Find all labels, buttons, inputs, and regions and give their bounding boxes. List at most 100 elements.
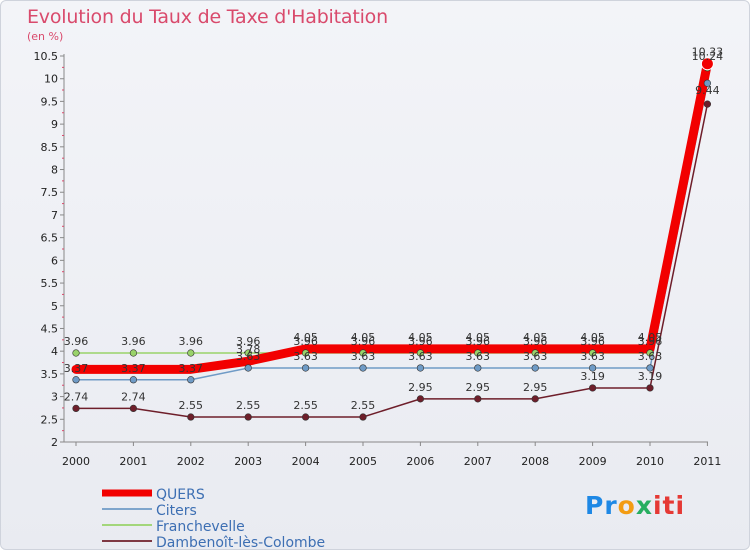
data-label: 9.44 [695,84,720,97]
y-tick-label: 4.5 [41,322,59,335]
data-point [703,79,712,87]
data-label: 3.37 [121,362,146,375]
legend-label: Franchevelle [156,519,245,535]
data-point [474,349,482,357]
legend-label: Dambenoît-lès-Colombe [156,535,325,549]
data-point [588,384,597,392]
data-label: 4.05 [351,331,376,344]
data-label: 3.96 [580,335,605,348]
y-tick-label: 3.5 [41,368,59,381]
data-point [416,395,425,403]
data-point [646,384,654,392]
data-label: 3.37 [179,362,204,375]
data-point [244,349,252,357]
data-point [187,413,195,421]
y-tick-label: 2 [51,436,58,449]
data-point [72,404,80,412]
legend-label: QUERS [156,487,205,503]
data-label: 3.96 [121,335,146,348]
data-label: 3.78 [236,343,261,356]
data-label: 3.63 [466,350,491,363]
data-label: 3.63 [408,350,433,363]
data-point [72,349,80,357]
data-label: 3.96 [523,335,548,348]
data-point [359,364,367,372]
chart-unit: (en %) [27,30,64,43]
data-point [416,349,425,357]
data-point [187,376,195,384]
data-point [359,413,367,421]
y-tick-label: 5.5 [41,277,59,290]
data-point [129,376,137,384]
data-label: 4.05 [580,331,605,344]
data-point-quers [700,57,714,71]
legend-label: Citers [156,503,197,519]
data-point [588,349,597,357]
data-label: 3.96 [351,335,376,348]
data-label: 3.96 [236,335,261,348]
x-tick-label: 2001 [119,455,147,468]
y-tick-label: 8 [51,164,58,177]
y-tick-label: 5 [51,300,58,313]
x-tick-label: 2005 [349,455,377,468]
data-point [187,349,195,357]
x-tick-label: 2003 [234,455,262,468]
data-label: 2.55 [236,399,261,412]
data-point [474,364,482,372]
data-label: 3.63 [580,350,605,363]
data-label: 2.55 [293,399,318,412]
y-tick-label: 10.5 [34,50,59,63]
data-label: 3.96 [466,335,491,348]
data-label: 3.19 [638,370,663,383]
data-label: 3.96 [179,335,204,348]
series-line [76,83,709,381]
data-point [302,413,310,421]
data-label: 3.96 [293,335,318,348]
x-tick-label: 2006 [406,455,434,468]
data-point [646,364,654,372]
x-tick-label: 2010 [636,455,664,468]
data-label: 2.55 [179,399,204,412]
y-tick-label: 6 [51,254,58,267]
x-tick-label: 2007 [464,455,492,468]
x-tick-label: 2004 [292,455,320,468]
y-tick-label: 9.5 [41,95,59,108]
data-label: 3.63 [638,350,663,363]
data-point [244,364,252,372]
data-label: 4.05 [523,331,548,344]
x-tick-label: 2000 [62,455,90,468]
x-tick-label: 2011 [693,455,721,468]
data-label: 3.63 [351,350,376,363]
y-tick-label: 2.5 [41,413,59,426]
data-label: 3.63 [293,350,318,363]
data-point [531,364,539,372]
y-tick-label: 8.5 [41,141,59,154]
y-tick-label: 7.5 [41,186,59,199]
data-label: 2.95 [523,381,548,394]
data-label: 3.96 [408,335,433,348]
data-label: 2.74 [121,390,146,403]
y-tick-label: 4 [51,345,58,358]
y-tick-label: 10 [44,73,58,86]
data-point [359,349,367,357]
data-label: 2.95 [408,381,433,394]
data-point [244,413,252,421]
data-point [588,364,597,372]
data-label: 2.55 [351,399,376,412]
data-label: 3.63 [236,350,261,363]
x-tick-label: 2002 [177,455,205,468]
data-label: 2.74 [64,390,89,403]
y-tick-label: 3 [51,391,58,404]
data-point [646,349,654,357]
proxiti-logo: Proxiti [585,491,686,520]
data-point [531,395,539,403]
series-line [76,103,709,418]
data-point [302,364,310,372]
data-label: 10.33 [692,46,724,59]
data-label: 4.05 [638,331,663,344]
data-point [302,349,310,357]
data-point [474,395,482,403]
data-point [129,404,137,412]
